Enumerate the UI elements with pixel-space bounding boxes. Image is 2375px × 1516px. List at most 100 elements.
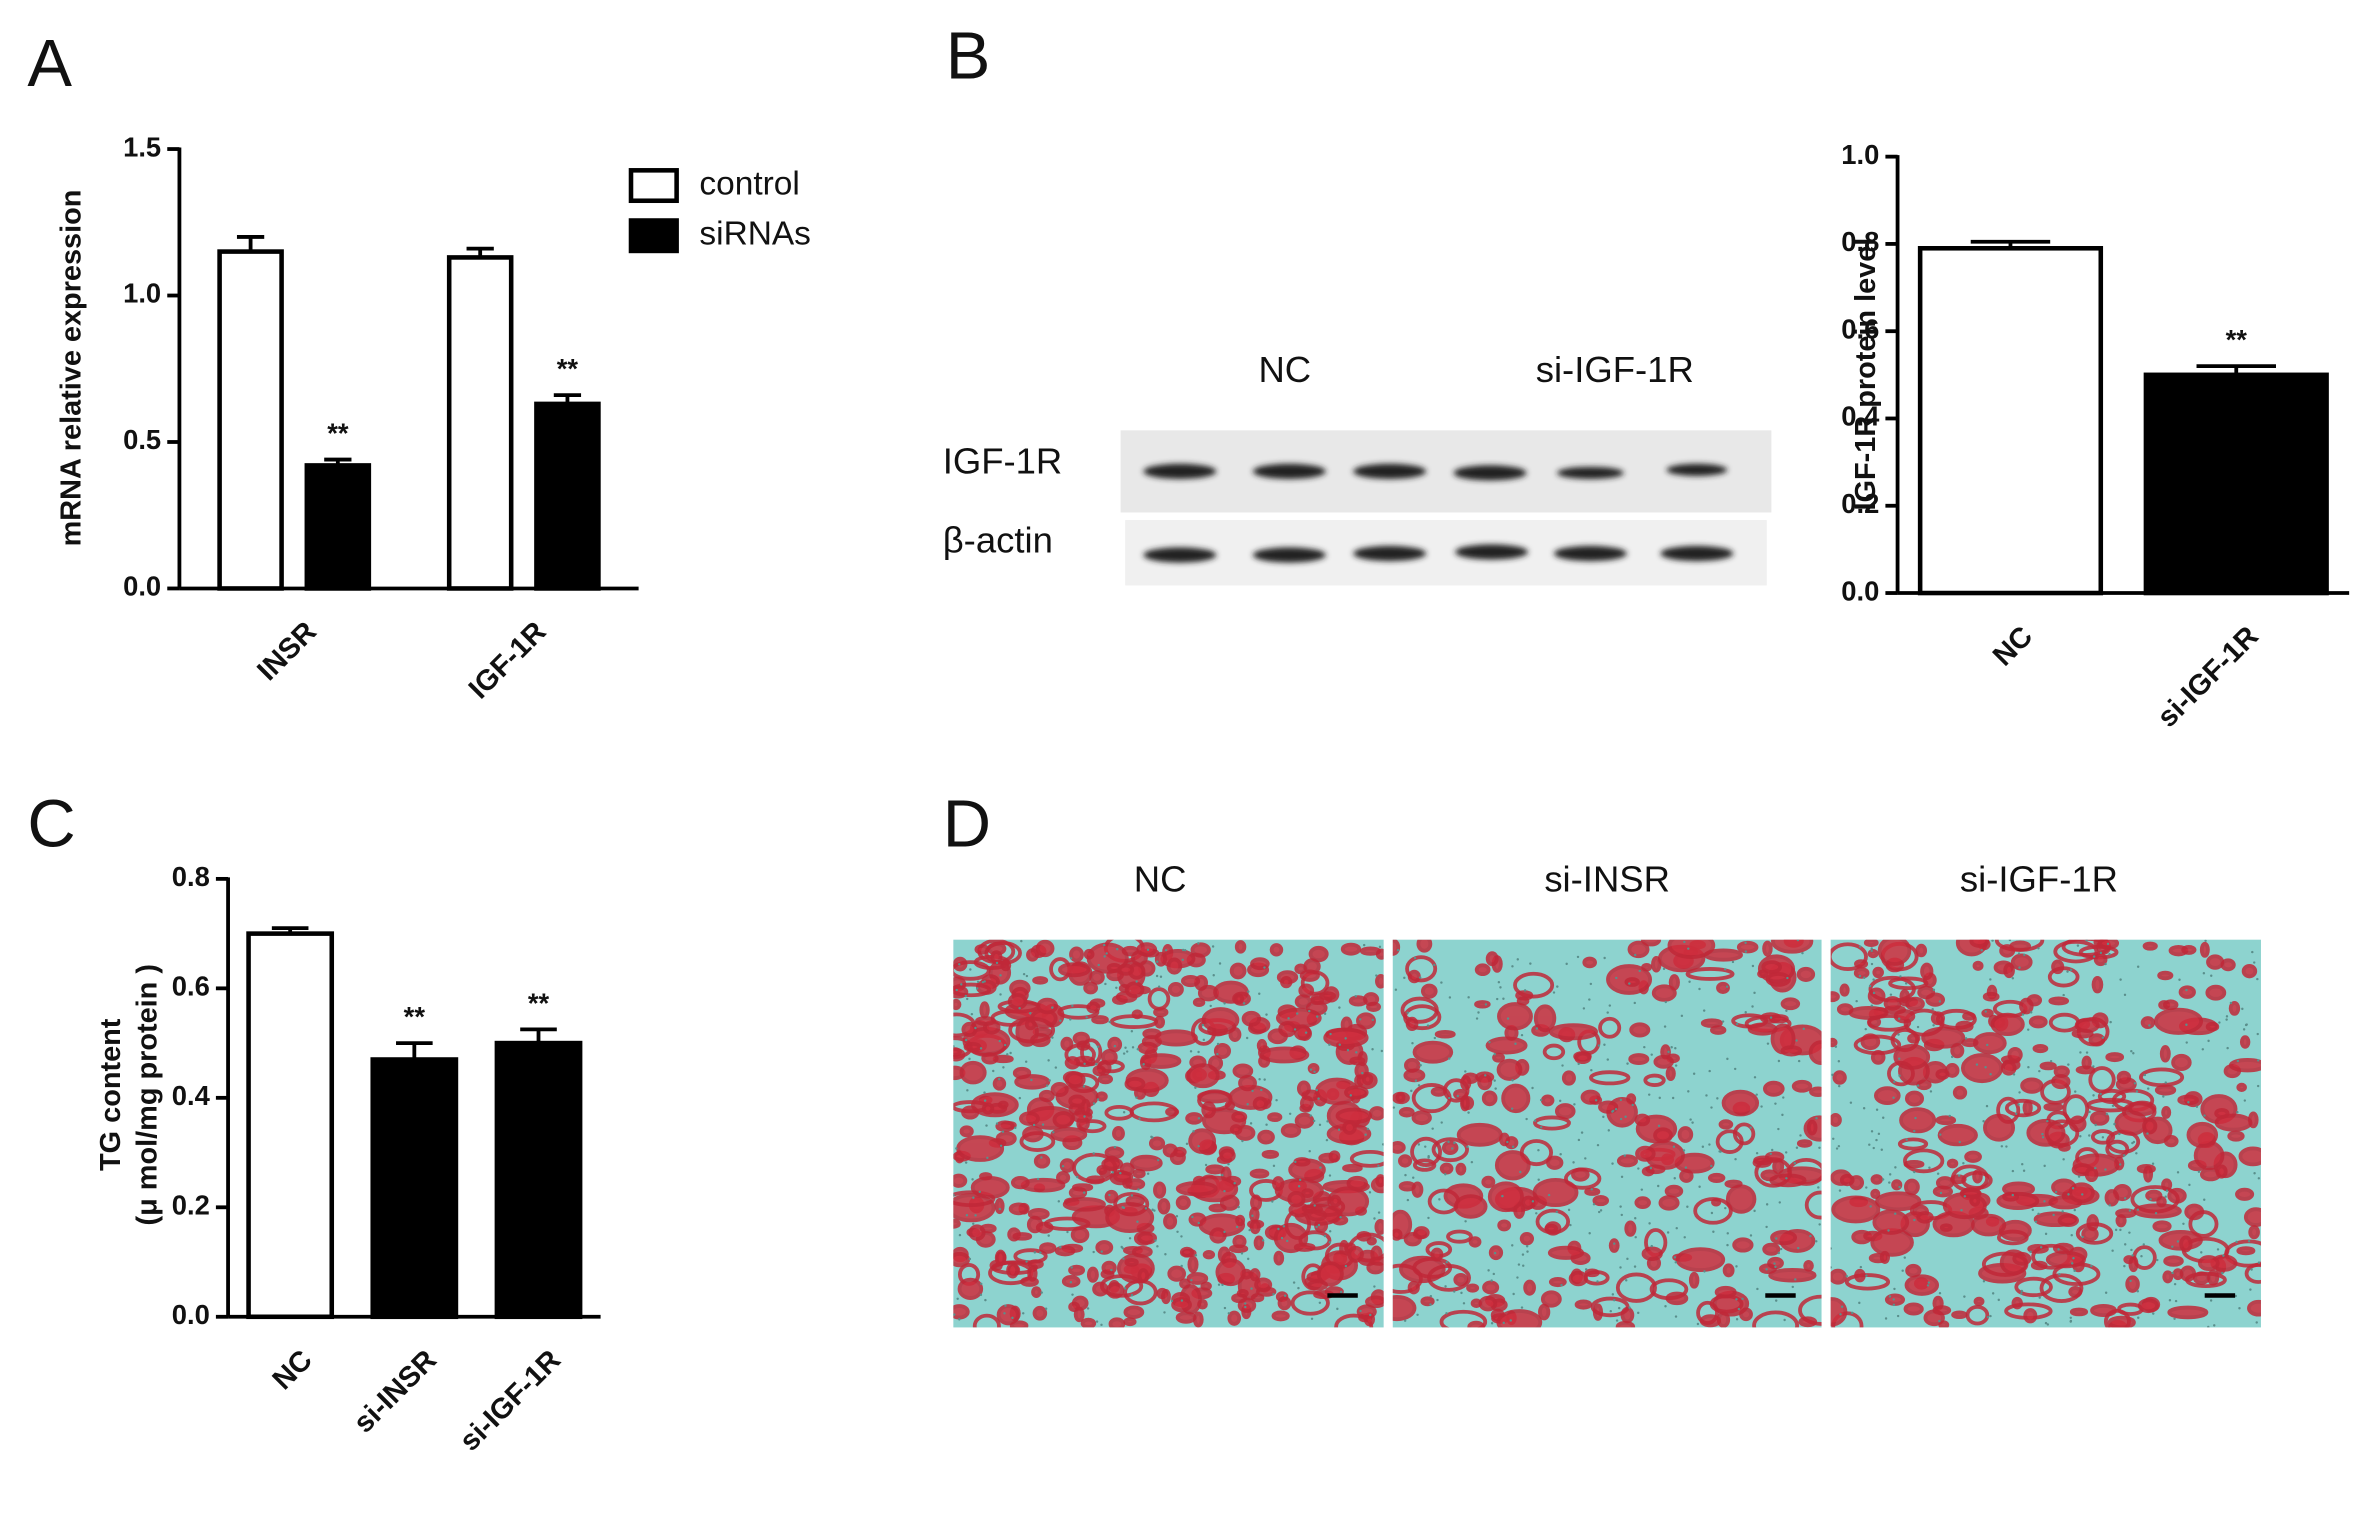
lipid-droplet [1368, 1106, 1384, 1121]
lipid-droplet [1398, 1107, 1415, 1118]
lipid-droplet [1651, 984, 1677, 1002]
debris [2128, 1231, 2131, 1234]
lipid-droplet [1574, 1051, 1592, 1064]
debris [1201, 1023, 1205, 1027]
debris [1840, 1305, 1844, 1308]
debris [1164, 948, 1168, 952]
debris [1502, 1321, 1505, 1325]
debris [1464, 1070, 1467, 1073]
debris [964, 1161, 968, 1164]
lipid-droplet [1990, 1012, 2025, 1037]
bar [304, 463, 372, 591]
debris [1701, 1145, 1705, 1148]
lipid-droplet [1554, 1103, 1576, 1120]
lipid-droplet [1732, 1237, 1754, 1253]
debris [1818, 1223, 1821, 1226]
lipid-droplet [1180, 974, 1201, 988]
lipid-droplet [2227, 1130, 2245, 1142]
lipid-droplet [1716, 1311, 1731, 1328]
lipid-droplet [1875, 1191, 1922, 1212]
significance: ** [557, 353, 579, 384]
lipid-droplet [1477, 1073, 1493, 1091]
debris [1511, 965, 1514, 968]
lipid-droplet [1710, 1025, 1727, 1035]
debris [1868, 984, 1872, 988]
debris [1897, 1017, 1901, 1020]
lipid-droplet [1808, 1040, 1822, 1066]
debris [958, 1318, 961, 1321]
debris [1377, 1164, 1380, 1168]
debris [1926, 1284, 1930, 1287]
debris [2011, 1193, 2014, 1197]
debris [1467, 1111, 1470, 1114]
debris [1180, 1264, 1183, 1268]
debris [968, 1257, 972, 1261]
lipid-droplet [1923, 1309, 1945, 1327]
debris [2253, 961, 2256, 964]
debris [1298, 1178, 1302, 1182]
debris [1617, 1306, 1621, 1310]
debris [1916, 1025, 1920, 1029]
debris [1308, 1149, 1311, 1153]
lipid-droplet [1007, 993, 1028, 1010]
debris [1982, 1120, 1985, 1123]
lipid-droplet [1173, 1146, 1187, 1158]
debris [1628, 1306, 1631, 1309]
lipid-droplet [953, 960, 991, 981]
debris [2070, 1233, 2073, 1237]
debris [1204, 1163, 1208, 1167]
debris [1975, 1063, 1979, 1066]
debris [1312, 1119, 1316, 1123]
lipid-droplet [2105, 1139, 2130, 1159]
lipid-droplet [1760, 1169, 1779, 1182]
debris [1723, 968, 1727, 971]
debris [960, 983, 963, 986]
debris [1664, 1305, 1667, 1308]
debris [1002, 1066, 1005, 1069]
debris [2147, 1087, 2150, 1090]
lipid-droplet [1293, 1242, 1316, 1252]
lipid-droplet [1050, 1126, 1088, 1143]
debris [2049, 1059, 2053, 1063]
lipid-droplet [1544, 1223, 1558, 1234]
lipid-droplet [1163, 1213, 1178, 1230]
debris [1702, 1009, 1706, 1012]
lipid-droplet [961, 1021, 978, 1038]
debris [1656, 1184, 1660, 1188]
debris [1932, 1024, 1935, 1027]
debris [1092, 1102, 1096, 1105]
debris [1870, 962, 1874, 966]
lipid-droplet [1154, 1029, 1198, 1047]
debris [1939, 1191, 1943, 1195]
debris [974, 1214, 977, 1217]
debris [1159, 975, 1163, 978]
debris [1567, 1208, 1571, 1212]
debris [1613, 1242, 1616, 1245]
lipid-droplet [2010, 953, 2033, 971]
lipid-droplet [2089, 1110, 2110, 1126]
debris [1506, 1017, 1510, 1020]
debris [1753, 991, 1756, 995]
debris [1375, 974, 1378, 977]
debris [981, 980, 985, 984]
micrograph-label: si-IGF-1R [1960, 859, 2118, 900]
debris [1261, 1239, 1265, 1242]
lipid-droplet [1651, 955, 1662, 973]
lipid-droplet [1872, 966, 1884, 979]
lipid-droplet [1532, 1177, 1579, 1208]
debris [1346, 1049, 1350, 1052]
lipid-droplet [1899, 1107, 1937, 1134]
debris [1371, 1048, 1374, 1051]
debris [1246, 1257, 1250, 1261]
debris [2058, 1272, 2061, 1276]
debris [1777, 1251, 1781, 1255]
lipid-droplet [1277, 1296, 1292, 1311]
debris [1024, 1060, 1028, 1063]
lipid-droplet [972, 1313, 1001, 1328]
debris [1057, 1200, 1061, 1203]
debris [2185, 988, 2188, 992]
lipid-droplet [1754, 1157, 1792, 1188]
debris [1191, 1215, 1194, 1219]
lipid-droplet [2137, 1298, 2159, 1314]
lipid-droplet [1863, 939, 1879, 947]
